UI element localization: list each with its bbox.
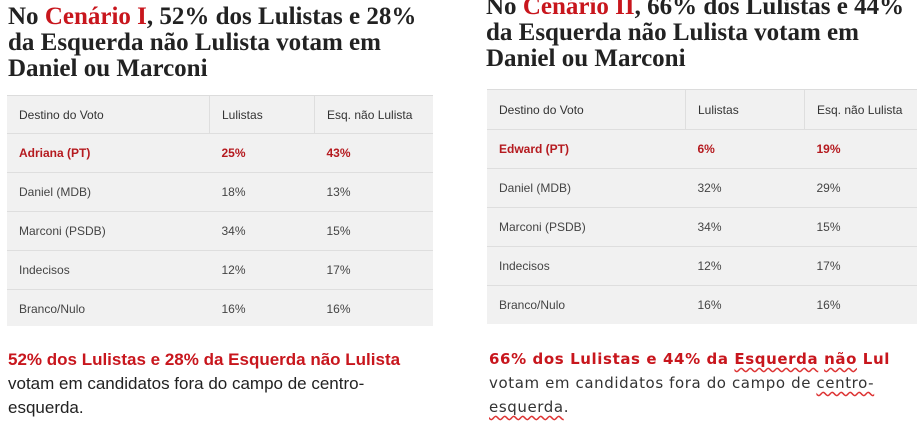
table-row: Daniel (MDB) 18% 13% xyxy=(7,172,433,212)
cell-candidate: Marconi (PSDB) xyxy=(487,207,686,247)
header-esq-nao-lulista: Esq. não Lulista xyxy=(314,96,433,134)
scenario-2-headline: No Cenário II, 66% dos Lulistas e 44% da… xyxy=(486,0,904,72)
headline-scenario-name: Cenário I xyxy=(44,3,147,30)
header-destino: Destino do Voto xyxy=(487,90,686,130)
cell-esq: 15% xyxy=(314,211,433,251)
cell-lulistas: 18% xyxy=(209,172,315,212)
table-row: Indecisos 12% 17% xyxy=(7,250,433,290)
table-header-row: Destino do Voto Lulistas Esq. não Lulist… xyxy=(7,96,433,134)
cell-esq: 16% xyxy=(816,298,841,312)
headline-line3: Daniel ou Marconi xyxy=(486,45,686,72)
table-row: Marconi (PSDB) 34% 15% xyxy=(7,211,433,251)
cell-lulistas: 34% xyxy=(209,211,315,251)
table-row: Daniel (MDB) 32% 29% xyxy=(487,168,917,208)
cell-lulistas: 12% xyxy=(685,246,805,286)
cell-candidate: Indecisos xyxy=(7,250,210,290)
headline-line2: da Esquerda não Lulista votam em xyxy=(8,29,381,56)
cell-esq: 43% xyxy=(314,133,433,173)
cell-lulistas: 25% xyxy=(209,133,315,173)
cell-esq: 15% xyxy=(804,207,917,247)
cell-lulistas: 16% xyxy=(221,302,246,316)
caption-period: . xyxy=(563,398,570,416)
table-header-row: Destino do Voto Lulistas Esq. não Lulist… xyxy=(487,90,917,130)
headline-line2: da Esquerda não Lulista votam em xyxy=(486,19,859,46)
table-row: Branco/Nulo 16% 16% xyxy=(7,290,433,329)
cell-candidate: Marconi (PSDB) xyxy=(7,211,210,251)
scenario-1-caption: 52% dos Lulistas e 28% da Esquerda não L… xyxy=(8,348,438,420)
cell-lulistas: 32% xyxy=(685,168,805,208)
caption-highlight-part: 66% dos Lulistas e 44% da xyxy=(489,350,735,368)
cell-candidate: Branco/Nulo xyxy=(19,302,86,316)
table-row: Indecisos 12% 17% xyxy=(487,246,917,286)
cell-esq: 13% xyxy=(314,172,433,212)
headline-line3: Daniel ou Marconi xyxy=(8,55,208,82)
cell-esq: 29% xyxy=(804,168,917,208)
table-row: Branco/Nulo 16% 16% xyxy=(487,286,917,325)
caption-highlight: 66% dos Lulistas e 44% da Esquerda não L… xyxy=(489,347,919,371)
cell-lulistas: 12% xyxy=(209,250,315,290)
cell-candidate: Branco/Nulo xyxy=(499,298,566,312)
scenario-1-headline: No Cenário I, 52% dos Lulistas e 28% da … xyxy=(8,4,416,82)
cell-candidate: Indecisos xyxy=(487,246,686,286)
cell-esq: 17% xyxy=(314,250,433,290)
caption-highlight: 52% dos Lulistas e 28% da Esquerda não L… xyxy=(8,350,401,369)
scenario-2-table: Destino do Voto Lulistas Esq. não Lulist… xyxy=(487,90,917,324)
caption-spellcheck-word: Esquerda xyxy=(734,350,819,368)
caption-spellcheck-word: não xyxy=(824,350,857,368)
caption-text: votam em candidatos fora do campo de cen… xyxy=(8,374,365,417)
cell-esq: 19% xyxy=(804,129,917,169)
table-row: Marconi (PSDB) 34% 15% xyxy=(487,207,917,247)
caption-text-part: votam em candidatos fora do campo de xyxy=(489,374,817,392)
cell-candidate: Edward (PT) xyxy=(487,129,686,169)
cell-esq: 17% xyxy=(804,246,917,286)
scenario-2-table-card: Destino do Voto Lulistas Esq. não Lulist… xyxy=(487,89,917,324)
header-destino: Destino do Voto xyxy=(7,96,210,134)
caption-spellcheck-word: centro-esquerda xyxy=(489,374,875,416)
table-row: Edward (PT) 6% 19% xyxy=(487,129,917,169)
caption-highlight-part: Lul xyxy=(856,350,890,368)
header-esq-nao-lulista: Esq. não Lulista xyxy=(804,90,917,130)
header-lulistas: Lulistas xyxy=(685,90,805,130)
headline-line1: , 66% dos Lulistas e 44% xyxy=(634,0,905,20)
headline-scenario-name: Cenário II xyxy=(522,0,635,20)
cell-candidate: Adriana (PT) xyxy=(7,133,210,173)
scenario-1-table: Destino do Voto Lulistas Esq. não Lulist… xyxy=(7,96,433,328)
table-row: Adriana (PT) 25% 43% xyxy=(7,133,433,173)
cell-candidate: Daniel (MDB) xyxy=(487,168,686,208)
headline-line1: , 52% dos Lulistas e 28% xyxy=(146,3,417,30)
cell-candidate: Daniel (MDB) xyxy=(7,172,210,212)
caption-text: votam em candidatos fora do campo de cen… xyxy=(489,371,919,419)
cell-lulistas: 34% xyxy=(685,207,805,247)
cell-esq: 16% xyxy=(326,302,351,316)
headline-prefix: No xyxy=(8,3,45,30)
scenario-1-table-card: Destino do Voto Lulistas Esq. não Lulist… xyxy=(7,95,433,326)
cell-lulistas: 16% xyxy=(697,298,722,312)
cell-lulistas: 6% xyxy=(685,129,805,169)
headline-prefix: No xyxy=(486,0,523,20)
scenario-2-caption: 66% dos Lulistas e 44% da Esquerda não L… xyxy=(489,347,919,419)
header-lulistas: Lulistas xyxy=(209,96,315,134)
